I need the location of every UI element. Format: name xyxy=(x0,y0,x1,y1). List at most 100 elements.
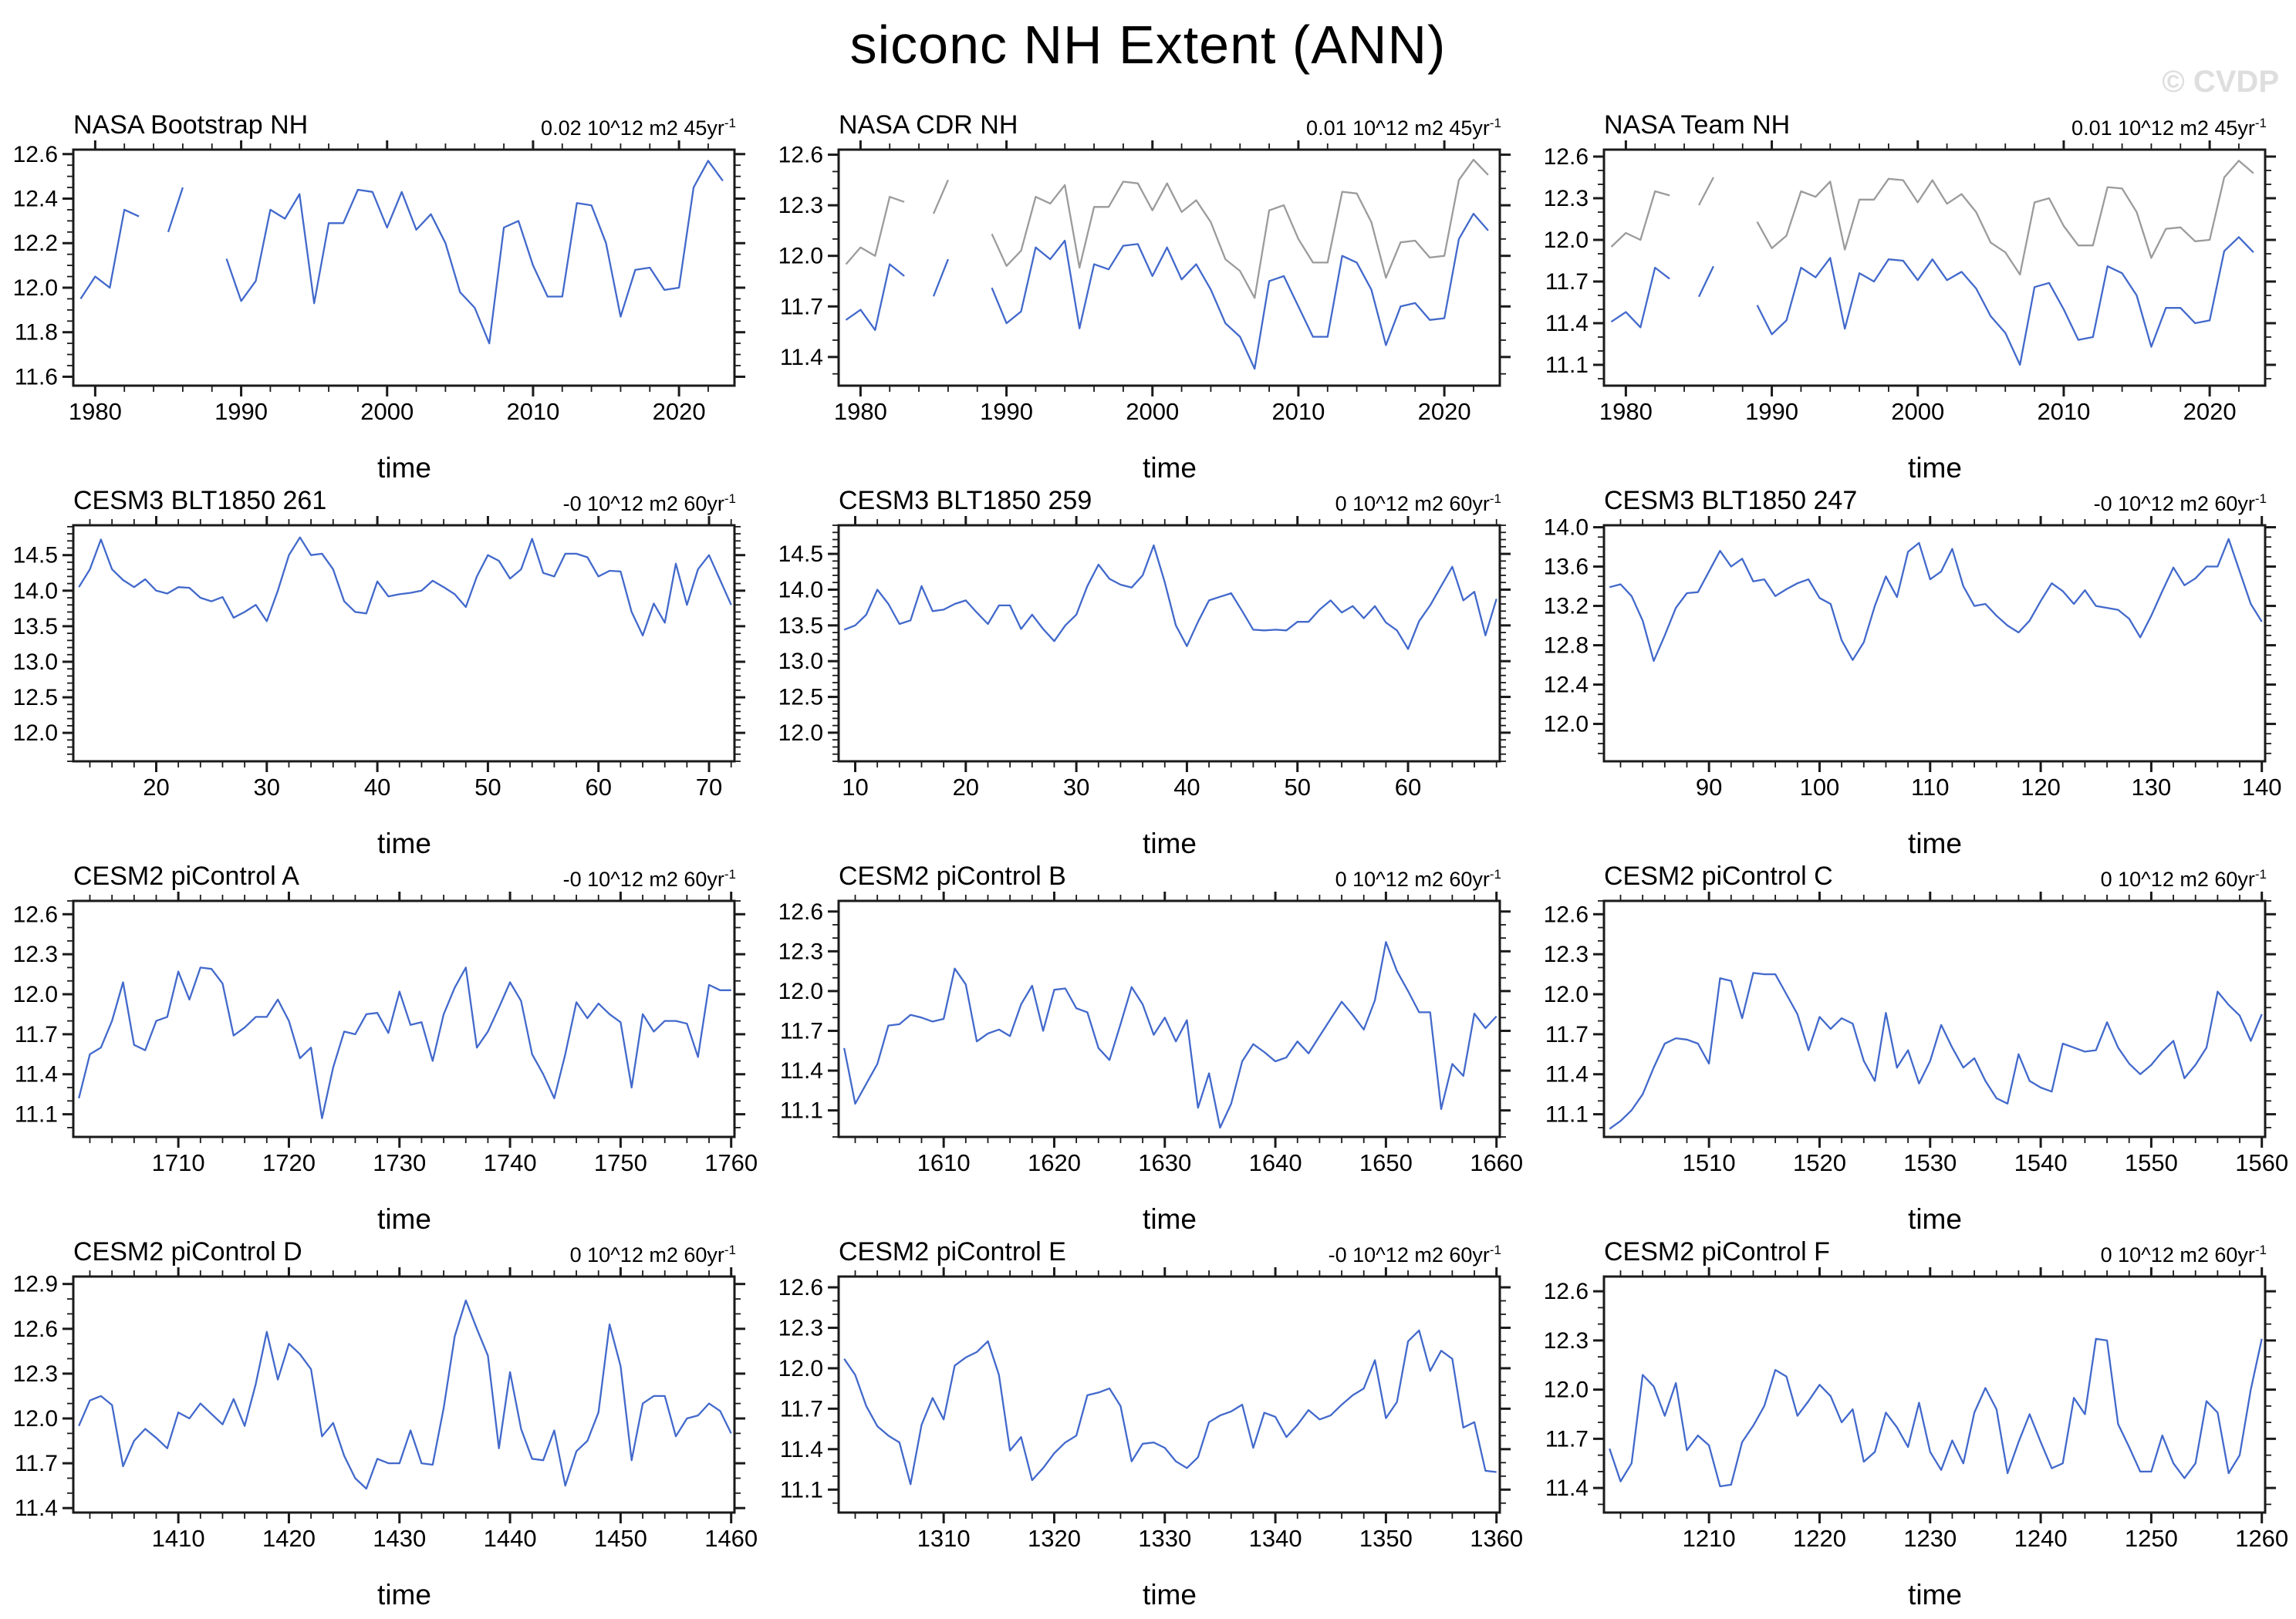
chart-panel-picontrol-e: CESM2 piControl E -0 10^12 m2 60yr-1 131… xyxy=(765,1236,1531,1612)
chart-trend: 0.02 10^12 m2 45yr-1 xyxy=(541,116,736,140)
y-tick-label: 11.1 xyxy=(780,1098,823,1124)
chart-header: CESM3 BLT1850 247 -0 10^12 m2 60yr-1 xyxy=(1531,485,2296,516)
x-tick-label: 1990 xyxy=(214,398,268,425)
x-tick-label: 1210 xyxy=(1683,1525,1736,1552)
chart-trend: 0 10^12 m2 60yr-1 xyxy=(569,1243,736,1267)
y-tick-label: 11.1 xyxy=(15,1102,58,1128)
x-tick-label: 2020 xyxy=(1418,398,1471,425)
plot-axes: 1410 1420 1430 1440 1450 1460 11.4 11.7 12.0 12.3… xyxy=(13,1267,758,1552)
x-tick-label: 1520 xyxy=(1793,1149,1846,1176)
x-tick-label: 1710 xyxy=(152,1149,205,1176)
x-axis-label: time xyxy=(1143,828,1197,859)
plot-axes: 90 100 110 120 130 140 12.0 12.4 12.8 13.2 13.6 14.… xyxy=(1544,516,2282,801)
x-tick-label: 1530 xyxy=(1903,1149,1957,1176)
chart-panel-cesm3-261: CESM3 BLT1850 261 -0 10^12 m2 60yr-1 20 3… xyxy=(0,485,765,861)
x-tick-label: 1420 xyxy=(262,1525,316,1552)
y-tick-label: 11.6 xyxy=(15,364,58,390)
y-tick-label: 13.6 xyxy=(1544,555,1589,580)
chart-trend: -0 10^12 m2 60yr-1 xyxy=(562,491,736,515)
x-tick-label: 130 xyxy=(2132,774,2172,801)
x-tick-label: 1230 xyxy=(1903,1525,1957,1552)
y-tick-label: 12.0 xyxy=(778,1356,823,1381)
plot-frame xyxy=(72,1275,736,1514)
chart-header: CESM2 piControl D 0 10^12 m2 60yr-1 xyxy=(0,1236,765,1267)
x-tick-label: 70 xyxy=(696,774,722,801)
x-tick-label: 2010 xyxy=(506,398,559,425)
y-tick-label: 12.0 xyxy=(1544,1378,1589,1403)
series-line xyxy=(78,1299,732,1490)
plot-frame xyxy=(1602,899,2267,1138)
x-tick-label: 50 xyxy=(1284,774,1310,801)
y-tick-label: 14.0 xyxy=(778,577,823,602)
x-tick-label: 1980 xyxy=(834,398,887,425)
y-tick-label: 12.6 xyxy=(13,1317,58,1342)
chart-plot: 1980 1990 2000 2010 2020 11.6 11.8 12.0 12.2 12.4… xyxy=(13,140,745,425)
x-axis-label: time xyxy=(1908,452,1962,484)
y-tick-label: 12.0 xyxy=(13,275,58,301)
x-tick-label: 1540 xyxy=(2014,1149,2068,1176)
y-tick-label: 13.0 xyxy=(13,649,58,675)
cvdp-watermark: © CVDP xyxy=(2162,65,2279,99)
plot-frame xyxy=(837,148,1501,387)
y-tick-label: 12.3 xyxy=(778,193,823,218)
y-tick-label: 12.0 xyxy=(13,720,58,746)
chart-panel-nasa-team: NASA Team NH 0.01 10^12 m2 45yr-1 1980 19… xyxy=(1531,110,2296,485)
chart-title: CESM3 BLT1850 247 xyxy=(1604,486,1858,515)
chart-title: CESM2 piControl E xyxy=(839,1237,1066,1267)
y-tick-label: 11.1 xyxy=(1545,352,1589,378)
x-tick-label: 1410 xyxy=(152,1525,205,1552)
chart-panel-picontrol-c: CESM2 piControl C 0 10^12 m2 60yr-1 1510… xyxy=(1531,861,2296,1236)
x-axis-label: time xyxy=(1143,1203,1197,1235)
chart-title: NASA Team NH xyxy=(1604,110,1791,140)
x-tick-label: 1220 xyxy=(1793,1525,1846,1552)
chart-header: CESM2 piControl B 0 10^12 m2 60yr-1 xyxy=(765,861,1531,892)
x-tick-label: 1260 xyxy=(2235,1525,2288,1552)
chart-trend: 0 10^12 m2 60yr-1 xyxy=(2100,1243,2267,1267)
series-line xyxy=(1609,538,2263,663)
x-tick-label: 1340 xyxy=(1249,1525,1302,1552)
chart-plot: 1980 1990 2000 2010 2020 11.4 11.7 12.0 12.3 12.6 xyxy=(778,140,1511,425)
y-tick-label: 11.7 xyxy=(780,294,823,319)
x-tick-label: 40 xyxy=(364,774,390,801)
chart-plot: 1510 1520 1530 1540 1550 1560 11.1 11.4 11.7 12.0… xyxy=(1544,892,2288,1176)
y-tick-label: 12.6 xyxy=(1544,1279,1589,1304)
plot-frame xyxy=(72,524,736,763)
y-tick-label: 12.4 xyxy=(1544,673,1589,698)
series-line xyxy=(78,966,731,1119)
y-tick-label: 11.4 xyxy=(15,1062,58,1088)
plot-axes: 1980 1990 2000 2010 2020 11.4 11.7 12.0 12.3 12.6 xyxy=(778,140,1511,425)
x-tick-label: 1440 xyxy=(484,1525,537,1552)
plot-axes: 10 20 30 40 50 60 12.0 12.5 13.0 13.5 14.0 14.5 xyxy=(778,516,1511,801)
y-tick-label: 11.7 xyxy=(780,1396,823,1422)
chart-title: CESM2 piControl C xyxy=(1604,862,1833,891)
plot-axes: 1210 1220 1230 1240 1250 1260 11.4 11.7 12.0 12.3… xyxy=(1544,1267,2288,1552)
series-line xyxy=(845,158,1489,299)
chart-panel-picontrol-a: CESM2 piControl A -0 10^12 m2 60yr-1 171… xyxy=(0,861,765,1236)
series-line xyxy=(78,536,732,637)
chart-header: NASA Bootstrap NH 0.02 10^12 m2 45yr-1 xyxy=(0,110,765,140)
series-line xyxy=(1610,236,2254,366)
y-tick-label: 13.5 xyxy=(778,613,823,639)
y-tick-label: 13.5 xyxy=(13,614,58,639)
x-tick-label: 2000 xyxy=(360,398,414,425)
chart-panel-nasa-bootstrap: NASA Bootstrap NH 0.02 10^12 m2 45yr-1 1… xyxy=(0,110,765,485)
x-tick-label: 1990 xyxy=(980,398,1033,425)
x-tick-label: 20 xyxy=(953,774,979,801)
y-tick-label: 12.6 xyxy=(1544,902,1589,927)
x-tick-label: 1640 xyxy=(1249,1149,1302,1176)
x-tick-label: 1430 xyxy=(373,1525,426,1552)
y-tick-label: 11.7 xyxy=(1545,1022,1589,1047)
y-tick-label: 12.6 xyxy=(13,902,58,927)
x-tick-label: 1980 xyxy=(69,398,122,425)
series-line xyxy=(843,1329,1497,1486)
x-tick-label: 1510 xyxy=(1683,1149,1736,1176)
y-tick-label: 12.5 xyxy=(778,685,823,710)
chart-panel-picontrol-d: CESM2 piControl D 0 10^12 m2 60yr-1 1410… xyxy=(0,1236,765,1612)
chart-title: NASA Bootstrap NH xyxy=(73,110,309,140)
x-tick-label: 1620 xyxy=(1028,1149,1081,1176)
chart-title: CESM3 BLT1850 261 xyxy=(73,486,327,515)
y-tick-label: 12.0 xyxy=(13,982,58,1007)
y-tick-label: 11.1 xyxy=(1545,1102,1589,1128)
y-tick-label: 14.0 xyxy=(1544,516,1589,541)
series-line xyxy=(1609,972,2263,1130)
